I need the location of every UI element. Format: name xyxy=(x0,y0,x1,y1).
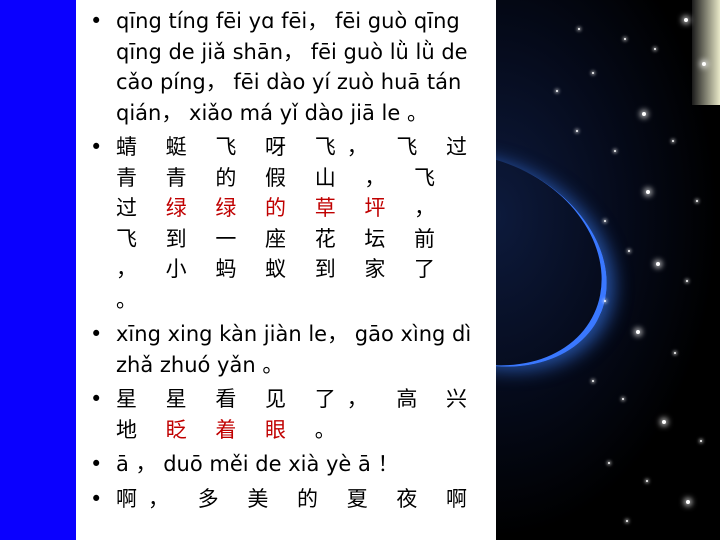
star-icon xyxy=(592,72,594,74)
left-blue-band xyxy=(0,0,76,540)
corner-light xyxy=(692,0,720,105)
night-sky-image xyxy=(496,0,720,540)
star-icon xyxy=(686,280,688,282)
star-icon xyxy=(604,220,606,222)
star-icon xyxy=(686,500,690,504)
star-icon xyxy=(626,520,628,522)
star-icon xyxy=(576,130,578,132)
bullet-item: ā ， duō měi de xià yè ā ！ xyxy=(76,449,496,480)
night-sky-gradient xyxy=(496,0,720,540)
star-icon xyxy=(592,380,594,382)
star-icon xyxy=(700,440,702,442)
highlight-text: 绿 绿 的 草 坪 xyxy=(165,196,397,220)
star-icon xyxy=(614,150,616,152)
bullet-text: 啊， 多 美 的 夏 夜 啊 xyxy=(116,486,479,511)
star-icon xyxy=(636,330,640,334)
star-icon xyxy=(604,300,606,302)
highlight-text: 眨 着 眼 xyxy=(165,417,298,442)
star-icon xyxy=(654,48,656,50)
bullet-item: 蜻 蜓 飞 呀 飞， 飞 过 青 青 的 假 山 ， 飞 过 绿 绿 的 草 坪… xyxy=(76,132,496,315)
bullet-text: 蜻 蜓 飞 呀 飞， 飞 过 青 青 的 假 山 ， 飞 过 xyxy=(116,135,479,220)
bullet-list: qīng tíng fēi yɑ fēi， fēi guò qīng qīng … xyxy=(76,0,496,514)
bullet-item: 啊， 多 美 的 夏 夜 啊 xyxy=(76,484,496,515)
star-icon xyxy=(578,28,580,30)
star-icon xyxy=(662,420,666,424)
star-icon xyxy=(624,38,626,40)
bullet-text: qīng tíng fēi yɑ fēi， fēi guò qīng qīng … xyxy=(116,9,468,125)
star-icon xyxy=(642,112,646,116)
bullet-item: 星 星 看 见 了， 高 兴 地 眨 着 眼 。 xyxy=(76,384,496,445)
star-icon xyxy=(684,18,688,22)
star-icon xyxy=(628,250,630,252)
star-icon xyxy=(672,140,674,142)
bullet-text: ， 飞 到 一 座 花 坛 前 ， 小 蚂 蚁 到 家 了 。 xyxy=(116,196,447,312)
slide-text-panel: qīng tíng fēi yɑ fēi， fēi guò qīng qīng … xyxy=(76,0,496,540)
star-icon xyxy=(622,398,624,400)
star-icon xyxy=(674,352,676,354)
bullet-item: xīng xing kàn jiàn le， gāo xìng dì zhǎ z… xyxy=(76,319,496,380)
star-icon xyxy=(646,190,650,194)
bullet-text: xīng xing kàn jiàn le， gāo xìng dì zhǎ z… xyxy=(116,322,472,377)
star-icon xyxy=(556,90,558,92)
star-icon xyxy=(702,62,706,66)
star-icon xyxy=(656,262,660,266)
bullet-text: 。 xyxy=(297,417,347,442)
bullet-text: 星 星 看 见 了， 高 兴 地 xyxy=(116,387,479,442)
star-icon xyxy=(608,462,610,464)
bullet-item: qīng tíng fēi yɑ fēi， fēi guò qīng qīng … xyxy=(76,6,496,128)
star-icon xyxy=(646,480,648,482)
star-icon xyxy=(696,200,698,202)
bullet-text: ā ， duō měi de xià yè ā ！ xyxy=(116,452,399,476)
